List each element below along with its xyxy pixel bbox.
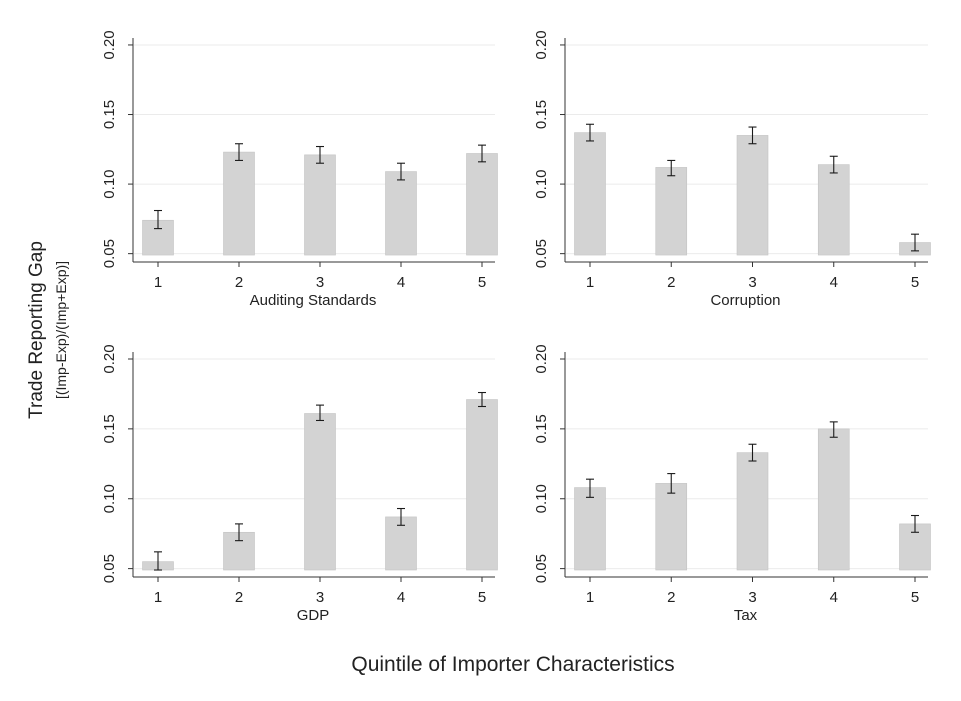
- bar: [736, 452, 769, 571]
- y-tick-label: 0.15: [101, 100, 118, 129]
- x-tick-label: 1: [586, 589, 594, 606]
- bar: [817, 428, 850, 571]
- x-tick-label: 4: [397, 589, 405, 606]
- x-tick-label: 1: [586, 274, 594, 291]
- panel-x-label: GDP: [297, 607, 330, 624]
- x-tick-label: 3: [316, 589, 324, 606]
- panel-x-label: Tax: [734, 607, 758, 624]
- y-tick-label: 0.20: [101, 344, 118, 373]
- bar: [736, 135, 769, 256]
- y-tick-label: 0.05: [533, 239, 550, 268]
- x-tick-label: 2: [667, 589, 675, 606]
- x-tick-label: 1: [154, 274, 162, 291]
- y-tick-label: 0.10: [101, 484, 118, 513]
- y-tick-label: 0.10: [533, 484, 550, 513]
- bar: [385, 171, 417, 256]
- y-tick-label: 0.10: [533, 169, 550, 198]
- x-tick-label: 5: [911, 274, 919, 291]
- panel-bottom-left: 0.05 0.10 0.15 0.20 1 2 3 4 5 GDP: [101, 344, 498, 624]
- bar: [655, 167, 688, 256]
- x-tick-label: 1: [154, 589, 162, 606]
- x-tick-label: 2: [235, 274, 243, 291]
- bar: [304, 154, 336, 256]
- x-axis-main-label: Quintile of Importer Characteristics: [351, 653, 674, 676]
- y-tick-label: 0.20: [533, 30, 550, 59]
- y-tick-label: 0.20: [533, 344, 550, 373]
- y-tick-label: 0.20: [101, 30, 118, 59]
- x-tick-label: 2: [667, 274, 675, 291]
- y-tick-label: 0.15: [101, 414, 118, 443]
- x-tick-label: 4: [830, 274, 838, 291]
- x-tick-label: 2: [235, 589, 243, 606]
- x-tick-label: 3: [748, 274, 756, 291]
- panel-top-left: 0.05 0.10 0.15 0.20 1 2 3 4 5 Auditing Standards: [101, 30, 498, 309]
- panel-bottom-right: 0.05 0.10 0.15 0.20 1 2 3 4 5 Tax: [533, 344, 931, 624]
- x-tick-label: 5: [911, 589, 919, 606]
- y-axis-main-label: Trade Reporting Gap: [26, 241, 47, 419]
- bar: [574, 487, 606, 571]
- bar: [574, 132, 606, 256]
- panel-x-label: Corruption: [710, 292, 780, 309]
- x-tick-label: 3: [316, 274, 324, 291]
- x-tick-label: 5: [478, 274, 486, 291]
- y-tick-label: 0.05: [101, 239, 118, 268]
- panel-x-label: Auditing Standards: [250, 292, 377, 309]
- y-tick-label: 0.10: [101, 169, 118, 198]
- y-axis-sub-label: [(Imp-Exp)/(Imp+Exp)]: [53, 261, 69, 399]
- x-tick-label: 4: [830, 589, 838, 606]
- y-tick-label: 0.15: [533, 414, 550, 443]
- x-tick-label: 5: [478, 589, 486, 606]
- bar: [466, 153, 498, 256]
- bar: [817, 164, 850, 256]
- x-tick-label: 4: [397, 274, 405, 291]
- y-tick-label: 0.05: [533, 554, 550, 583]
- bar: [223, 151, 255, 256]
- y-tick-label: 0.15: [533, 100, 550, 129]
- y-tick-label: 0.05: [101, 554, 118, 583]
- bar: [304, 413, 336, 571]
- bar: [655, 483, 688, 571]
- panel-top-right: 0.05 0.10 0.15 0.20 1 2 3 4 5 Corruption: [533, 30, 931, 309]
- x-tick-label: 3: [748, 589, 756, 606]
- bar: [466, 399, 498, 571]
